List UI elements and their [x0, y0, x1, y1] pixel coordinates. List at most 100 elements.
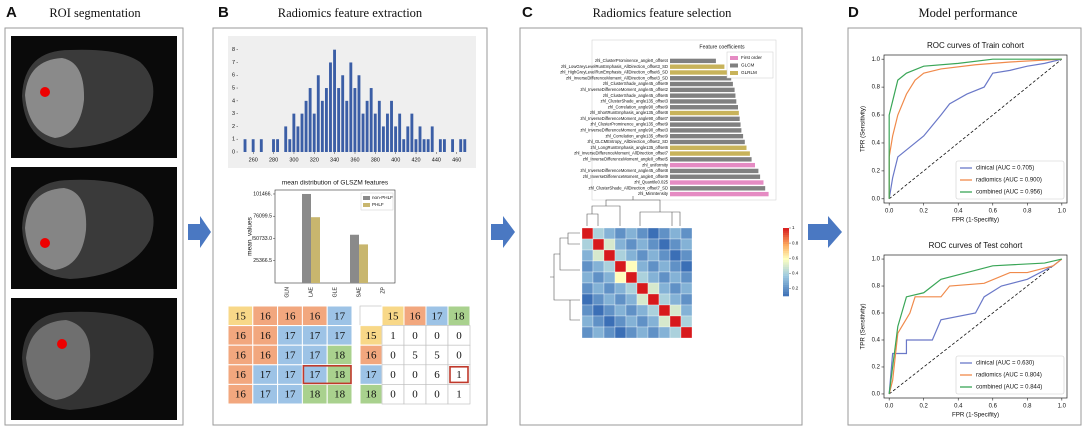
y-tick-label: 3	[232, 111, 235, 117]
heatmap-cell	[592, 260, 605, 273]
colorbar-segment	[783, 284, 789, 288]
bar	[670, 70, 728, 75]
y-tick-label: zhl_InverseDifferenceMoment_angle45_offs…	[580, 87, 668, 92]
heatmap-cell	[603, 227, 616, 240]
matrix-value: 0	[390, 389, 396, 401]
heatmap-cell	[581, 282, 594, 295]
legend-label: radiomics (AUC = 0.804)	[976, 373, 1042, 379]
bar	[670, 110, 739, 116]
heatmap-cell	[592, 271, 605, 284]
matrix-value: 18	[309, 389, 321, 401]
y-tick-label: 8	[232, 47, 235, 53]
heatmap-cell	[603, 315, 616, 328]
heatmap-cell	[625, 315, 638, 328]
histogram-bar	[463, 139, 467, 152]
colorbar-segment	[783, 271, 789, 274]
y-tick-label: zhl_Correlation_angle90_offset9	[608, 104, 669, 109]
heatmap-cell	[669, 304, 682, 317]
y-tick-label: 0.2	[872, 365, 881, 371]
histogram-bar	[381, 126, 385, 152]
legend-swatch	[730, 56, 738, 60]
x-tick-label: GLN	[284, 287, 290, 298]
histogram-bar	[324, 88, 328, 152]
heatmap-cell	[647, 282, 660, 295]
histogram-bar	[369, 88, 373, 152]
histogram-bar	[426, 139, 430, 152]
y-tick-label: zhl_Quantile0.025	[634, 180, 668, 185]
chance-line	[888, 258, 1063, 395]
heatmap-cell	[581, 304, 594, 317]
x-axis-label: FPR (1-Specifity)	[952, 217, 999, 224]
chart-title: mean distribution of GLSZM features	[282, 180, 389, 187]
mri-slice	[11, 167, 177, 289]
heatmap-cell	[614, 238, 627, 251]
matrix-value: 0	[434, 330, 440, 342]
histogram-bar	[406, 126, 410, 152]
heatmap-cell	[625, 249, 638, 262]
matrix-value: 1	[456, 389, 462, 401]
x-tick-label: 0.6	[989, 404, 998, 410]
colorbar-label: 0.4	[792, 271, 799, 276]
heatmap-cell	[647, 315, 660, 328]
x-tick-label: 460	[452, 157, 461, 163]
y-tick-label: zhl_InverseDifferenceMoment_angle0_offse…	[583, 174, 669, 179]
bar	[670, 168, 759, 174]
histogram-bar	[365, 100, 369, 152]
heatmap-cell	[603, 260, 616, 273]
legend-label: GLCM	[741, 63, 754, 68]
heatmap-cell	[614, 282, 627, 295]
roc-curve	[888, 258, 1063, 395]
heatmap-cell	[636, 238, 649, 251]
heatmap-cell	[603, 304, 616, 317]
x-tick-label: GLE	[332, 286, 338, 297]
heatmap-cell	[603, 238, 616, 251]
heatmap-cell	[614, 304, 627, 317]
heatmap-cell	[658, 271, 671, 284]
y-tick-label: zhl_ClusterShade_angle45_offset6	[603, 93, 669, 98]
y-axis-label: TPR (Sensitivity)	[860, 303, 867, 349]
y-tick-label: 0.4	[872, 338, 881, 344]
histogram-bar	[386, 113, 389, 152]
matrix-value: 15	[235, 310, 247, 322]
histogram-bar	[284, 126, 288, 152]
heatmap-cell	[647, 227, 660, 240]
panel-letter: C	[522, 4, 533, 21]
matrix-value: 0	[390, 369, 396, 381]
y-tick-label: zhl_ClusterProminence_angle135_offset9	[590, 122, 668, 127]
x-tick-label: 440	[432, 157, 441, 163]
y-tick-label: 76099.5	[253, 214, 272, 220]
matrix-value: 16	[235, 330, 247, 342]
y-tick-label: 5	[232, 85, 235, 91]
y-tick-label: zhl_MinIntensity	[638, 191, 669, 196]
histogram-bar	[438, 139, 442, 152]
matrix-cell	[326, 383, 353, 405]
y-tick-label: zhl_InverseDifferenceMoment_AllDirection…	[574, 151, 669, 156]
heatmap-cell	[669, 326, 682, 339]
heatmap-cell	[680, 260, 693, 273]
flow-arrow	[808, 216, 842, 248]
x-tick-label: 1.0	[1058, 404, 1067, 410]
heatmap-cell	[625, 326, 638, 339]
histogram-bar	[333, 49, 336, 152]
heatmap-cell	[603, 326, 616, 339]
matrix-value: 0	[456, 350, 462, 362]
panel-letter: A	[6, 4, 17, 21]
heatmap-cell	[625, 304, 638, 317]
y-tick-label: zhl_ClusterShade_angle135_offset3	[601, 99, 669, 104]
y-tick-label: zhl_ClusterProminence_angle0_offset4	[595, 58, 669, 63]
histogram-bar	[304, 100, 308, 152]
bar	[670, 99, 737, 104]
heatmap-cell	[636, 315, 649, 328]
heatmap-cell	[647, 249, 660, 262]
matrix-value: 6	[434, 369, 440, 381]
heatmap-cell	[680, 293, 693, 306]
matrix-value: 16	[309, 310, 321, 322]
bar	[670, 122, 741, 127]
legend-swatch	[730, 63, 738, 68]
panel-title: Radiomics feature extraction	[278, 6, 423, 20]
colorbar-label: 0.8	[792, 240, 799, 245]
matrix-value: 1	[456, 369, 462, 381]
matrix-value: 16	[235, 350, 247, 362]
x-tick-label: 340	[330, 157, 339, 163]
